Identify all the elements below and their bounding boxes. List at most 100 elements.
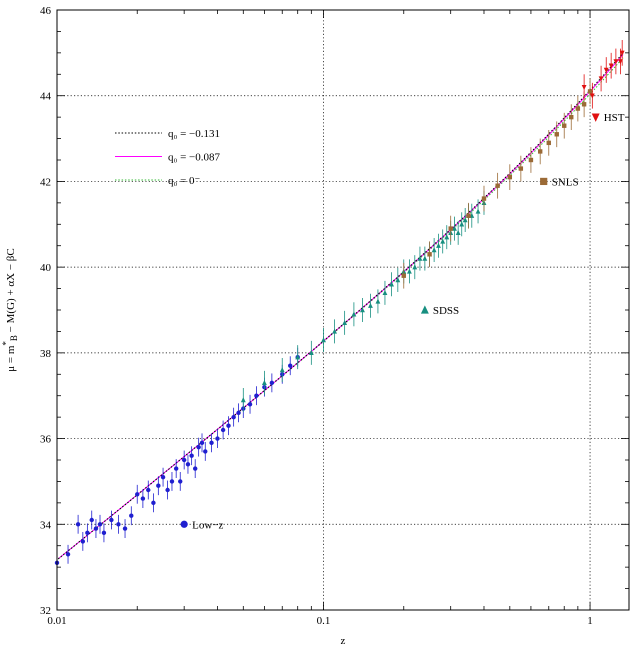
snls-point [562, 123, 567, 128]
series-labels: Low−z SDSS SNLS HST [180, 112, 625, 531]
low-z-point [129, 513, 134, 518]
snls-point [401, 273, 406, 278]
sdss-point [382, 289, 388, 296]
y-tick-label: 34 [40, 519, 52, 531]
plot-frame [56, 9, 630, 611]
y-axis-label: μ = m*B − M(G) + αX − βC [1, 248, 19, 372]
sdss-point [422, 255, 428, 261]
legend-entry-label: q₀ = 0⁻ [168, 175, 201, 187]
low-z-point [220, 427, 226, 433]
sdss-point [261, 379, 267, 386]
sdss-point [462, 217, 468, 223]
low-z-point [178, 479, 183, 484]
y-ticks: 32 34 36 38 40 42 44 46 [40, 5, 629, 617]
x-tick-label: 1 [587, 615, 593, 627]
sdss-point [368, 302, 373, 308]
y-axis-label-text: μ = m*B − M(G) + αX − βC [1, 248, 19, 372]
sdss-point [417, 255, 423, 261]
sdss-point [475, 208, 481, 214]
sdss-point [406, 268, 412, 274]
low-z-point [97, 522, 103, 527]
low-z-point [85, 530, 90, 536]
low-z-point [65, 552, 71, 557]
x-tick-label: 0.1 [317, 615, 331, 627]
sdss-point [332, 328, 337, 334]
snls-point [537, 149, 543, 154]
low-z-point [160, 474, 166, 480]
hst-point [603, 67, 609, 73]
hst-point [608, 63, 614, 69]
low-z-point [75, 522, 81, 527]
x-ticks: 0.01 0.1 1 [47, 10, 593, 627]
low-z-point [122, 526, 128, 531]
low-z-point [231, 414, 236, 420]
low-z-series-label: Low−z [192, 519, 223, 531]
low-z-point [109, 517, 114, 523]
sdss-point [444, 234, 450, 240]
low-z-point [80, 539, 86, 544]
y-tick-label: 46 [40, 5, 52, 17]
low-z-point [236, 410, 241, 416]
y-tick-label: 42 [40, 176, 51, 188]
data-points [54, 40, 625, 573]
y-tick-label: 44 [40, 91, 52, 103]
snls-point [581, 102, 587, 107]
low-z-point [93, 526, 99, 531]
snls-point [507, 174, 513, 180]
sdss-point [375, 298, 381, 304]
sdss-point [459, 221, 465, 227]
snls-point [569, 114, 574, 120]
low-z-point [288, 363, 293, 368]
snls-point [554, 132, 559, 137]
hst-point [619, 50, 625, 56]
sdss-point [436, 242, 441, 248]
sdss-point [455, 229, 461, 236]
y-tick-label: 38 [40, 348, 52, 360]
sdss-point [321, 337, 326, 343]
low-z-point [203, 449, 208, 454]
sdss-point [389, 281, 394, 287]
snls-point [518, 166, 524, 171]
low-z-point [151, 500, 156, 506]
snls-point [528, 157, 534, 163]
snls-point [466, 213, 471, 218]
model-curve [57, 54, 624, 560]
y-tick-label: 32 [40, 605, 51, 617]
low-z-point [146, 487, 151, 493]
low-z-point [185, 462, 191, 467]
sdss-point [342, 319, 348, 326]
sdss-point [360, 307, 365, 313]
snls-point [481, 196, 487, 201]
snls-point [546, 140, 551, 146]
sdss-point [440, 238, 446, 244]
sdss-point [308, 349, 314, 356]
snls-point [587, 89, 593, 94]
low-z-point [199, 440, 205, 446]
low-z-point [226, 423, 231, 428]
snls-point [575, 106, 581, 111]
sdss-point [412, 264, 418, 270]
low-z-point [165, 487, 170, 493]
sdss-legend-marker [420, 305, 429, 314]
low-z-point [173, 466, 179, 471]
legend-entry-label: q₀ = −0.087 [168, 152, 220, 164]
low-z-point [89, 517, 94, 523]
snls-point [495, 183, 500, 188]
low-z-point [156, 483, 161, 488]
model-curve [57, 57, 624, 560]
low-z-point [189, 453, 194, 458]
sdss-point [295, 354, 301, 360]
hst-series-label: HST [604, 112, 625, 124]
snls-series-label: SNLS [552, 176, 579, 188]
low-z-point [209, 440, 214, 446]
low-z-point [192, 466, 198, 471]
low-z-point [169, 479, 175, 484]
legend: q₀ = −0.131 q₀ = −0.087 q₀ = 0⁻ [115, 128, 220, 187]
hst-point [618, 59, 623, 65]
x-tick-label: 0.01 [47, 615, 66, 627]
snls-point [448, 226, 453, 231]
sdss-series-label: SDSS [433, 305, 459, 317]
low-z-point [254, 393, 259, 398]
hst-legend-marker [591, 113, 600, 122]
grid-lines [57, 10, 629, 610]
